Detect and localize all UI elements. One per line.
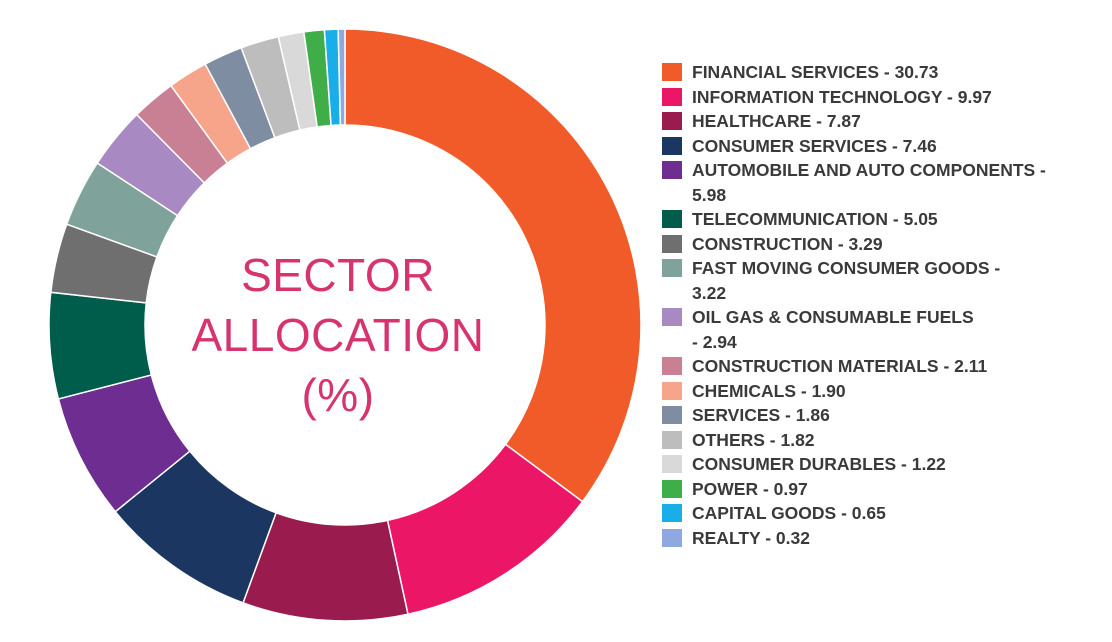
legend-swatch — [662, 479, 682, 498]
legend-item: CHEMICALS - 1.90 — [662, 379, 1102, 404]
legend-swatch — [662, 161, 682, 179]
legend-swatch — [662, 210, 682, 228]
legend-label: OTHERS - 1.82 — [692, 429, 815, 450]
legend-label: REALTY - 0.32 — [692, 527, 810, 548]
legend-item: SERVICES - 1.86 — [662, 403, 1102, 428]
chart-title: SECTOR ALLOCATION (%) — [188, 245, 488, 425]
legend-item: OIL GAS & CONSUMABLE FUELS - 2.94 — [662, 305, 1102, 354]
legend-label: CONSUMER DURABLES - 1.22 — [692, 454, 946, 474]
legend-item: REALTY - 0.32 — [662, 526, 1102, 551]
legend-item: INFORMATION TECHNOLOGY - 9.97 — [662, 85, 1102, 110]
donut-slice — [344, 28, 642, 503]
legend-item: CONSUMER DURABLES - 1.22 — [662, 452, 1102, 477]
legend-label: CAPITAL GOODS - 0.65 — [692, 503, 886, 523]
chart-title-line-2: ALLOCATION — [191, 309, 485, 361]
legend-swatch — [662, 308, 682, 326]
legend-item: HEALTHCARE - 7.87 — [662, 109, 1102, 134]
legend-label: OIL GAS & CONSUMABLE FUELS - 2.94 — [692, 307, 974, 352]
legend-label: TELECOMMUNICATION - 5.05 — [692, 209, 938, 229]
legend-item: TELECOMMUNICATION - 5.05 — [662, 207, 1102, 232]
legend-label: AUTOMOBILE AND AUTO COMPONENTS -5.98 — [692, 160, 1046, 205]
legend-item: POWER - 0.97 — [662, 477, 1102, 502]
legend-label: CHEMICALS - 1.90 — [692, 380, 846, 401]
legend-label: CONSUMER SERVICES - 7.46 — [692, 135, 937, 156]
legend-swatch — [662, 430, 682, 449]
legend-swatch — [662, 381, 682, 400]
legend-swatch — [662, 406, 682, 424]
legend-item: OTHERS - 1.82 — [662, 428, 1102, 453]
legend-item: CONSTRUCTION MATERIALS - 2.11 — [662, 354, 1102, 379]
legend-swatch — [662, 63, 682, 81]
legend-swatch — [662, 504, 682, 522]
legend-item: FAST MOVING CONSUMER GOODS -3.22 — [662, 256, 1102, 305]
legend-item: FINANCIAL SERVICES - 30.73 — [662, 60, 1102, 85]
legend-item: CAPITAL GOODS - 0.65 — [662, 501, 1102, 526]
legend-swatch — [662, 234, 682, 253]
donut-slice — [337, 28, 346, 126]
legend-label: CONSTRUCTION MATERIALS - 2.11 — [692, 356, 988, 376]
legend-swatch — [662, 112, 682, 130]
legend-swatch — [662, 136, 682, 155]
legend-swatch — [662, 87, 682, 106]
legend-label: FAST MOVING CONSUMER GOODS -3.22 — [692, 258, 1001, 303]
legend-item: AUTOMOBILE AND AUTO COMPONENTS -5.98 — [662, 158, 1102, 207]
legend-label: HEALTHCARE - 7.87 — [692, 111, 861, 131]
donut-chart — [48, 28, 642, 622]
legend-label: POWER - 0.97 — [692, 478, 808, 499]
legend-item: CONSTRUCTION - 3.29 — [662, 232, 1102, 257]
legend-label: INFORMATION TECHNOLOGY - 9.97 — [692, 86, 992, 107]
legend-label: SERVICES - 1.86 — [692, 405, 830, 425]
chart-title-line-3: (%) — [301, 369, 375, 421]
legend-swatch — [662, 259, 682, 277]
legend-item: CONSUMER SERVICES - 7.46 — [662, 134, 1102, 159]
chart-title-line-1: SECTOR — [241, 249, 435, 301]
legend-swatch — [662, 528, 682, 547]
legend-label: FINANCIAL SERVICES - 30.73 — [692, 62, 939, 82]
legend-label: CONSTRUCTION - 3.29 — [692, 233, 883, 254]
legend: FINANCIAL SERVICES - 30.73 INFORMATION TE… — [662, 60, 1102, 550]
legend-swatch — [662, 455, 682, 473]
legend-swatch — [662, 357, 682, 375]
